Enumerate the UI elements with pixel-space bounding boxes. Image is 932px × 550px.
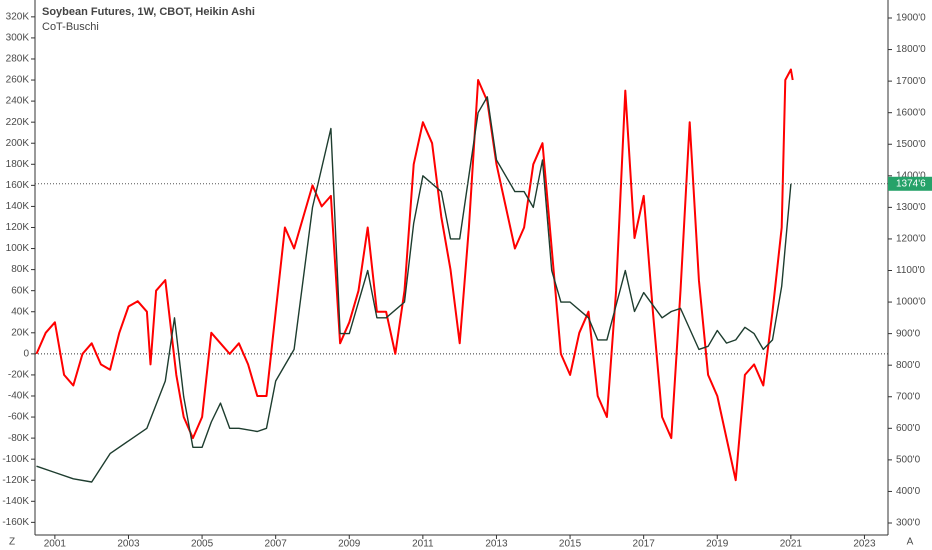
x-tick-label: 2005	[191, 539, 214, 550]
zoom-button[interactable]: Z	[9, 537, 15, 548]
y-tick-label: -40K	[8, 391, 29, 402]
x-tick-label: 2003	[117, 539, 140, 550]
y2-tick-label: 1300'0	[896, 202, 926, 213]
y-tick-label: 180K	[6, 159, 30, 170]
chart-title: Soybean Futures, 1W, CBOT, Heikin Ashi	[42, 6, 255, 18]
x-tick-label: 2007	[265, 539, 288, 550]
y-tick-label: -100K	[2, 454, 29, 465]
x-tick-label: 2009	[338, 539, 361, 550]
y-tick-label: 80K	[11, 264, 29, 275]
y-tick-label: -20K	[8, 370, 29, 381]
x-tick-label: 2011	[412, 539, 434, 550]
y2-tick-label: 500'0	[896, 455, 921, 466]
y2-tick-label: 1000'0	[896, 297, 926, 308]
y2-tick-label: 300'0	[896, 518, 921, 529]
y2-tick-label: 1600'0	[896, 107, 926, 118]
y2-tick-label: 1800'0	[896, 44, 926, 55]
x-tick-label: 2019	[706, 539, 729, 550]
x-tick-label: 2013	[485, 539, 508, 550]
y-tick-label: 40K	[11, 306, 29, 317]
y2-tick-label: 400'0	[896, 486, 921, 497]
y2-tick-label: 1100'0	[896, 265, 925, 276]
series-line	[35, 68, 794, 482]
x-tick-label: 2015	[559, 539, 582, 550]
y-tick-label: 60K	[11, 285, 29, 296]
y-tick-label: 100K	[6, 243, 30, 254]
y2-tick-label: 600'0	[896, 423, 921, 434]
y-tick-label: 300K	[6, 33, 30, 44]
y-tick-label: 160K	[6, 180, 30, 191]
y2-tick-label: 800'0	[896, 360, 921, 371]
auto-button[interactable]: A	[907, 537, 914, 548]
y2-tick-label: 1500'0	[896, 139, 926, 150]
y2-tick-label: 1200'0	[896, 234, 926, 245]
y-tick-label: 240K	[6, 96, 30, 107]
y-tick-label: -80K	[8, 433, 29, 444]
y-tick-label: -160K	[2, 517, 29, 528]
y-tick-label: 120K	[6, 222, 30, 233]
y-tick-label: -120K	[2, 475, 29, 486]
last-price-label: 1374'6	[896, 178, 926, 189]
last-price-tag	[888, 176, 932, 191]
y2-tick-label: 900'0	[896, 328, 921, 339]
y2-tick-label: 1700'0	[896, 76, 926, 87]
chart-subtitle: CoT-Buschi	[42, 21, 99, 33]
x-tick-label: 2017	[633, 539, 656, 550]
y-tick-label: 260K	[6, 75, 30, 86]
y-tick-label: 320K	[6, 11, 30, 22]
y-tick-label: 20K	[11, 327, 29, 338]
y-tick-label: 0	[23, 348, 29, 359]
y2-tick-label: 1900'0	[896, 13, 926, 24]
series-line	[36, 96, 792, 483]
y-tick-label: 220K	[6, 117, 30, 128]
x-tick-label: 2023	[853, 539, 876, 550]
x-tick-label: 2001	[44, 539, 67, 550]
y-tick-label: 200K	[6, 138, 30, 149]
y-tick-label: 140K	[6, 201, 30, 212]
y-tick-label: -60K	[8, 412, 29, 423]
x-tick-label: 2021	[780, 539, 803, 550]
y-tick-label: -140K	[2, 496, 29, 507]
y2-tick-label: 1400'0	[896, 170, 926, 181]
y-tick-label: 280K	[6, 54, 30, 65]
y2-tick-label: 700'0	[896, 391, 921, 402]
